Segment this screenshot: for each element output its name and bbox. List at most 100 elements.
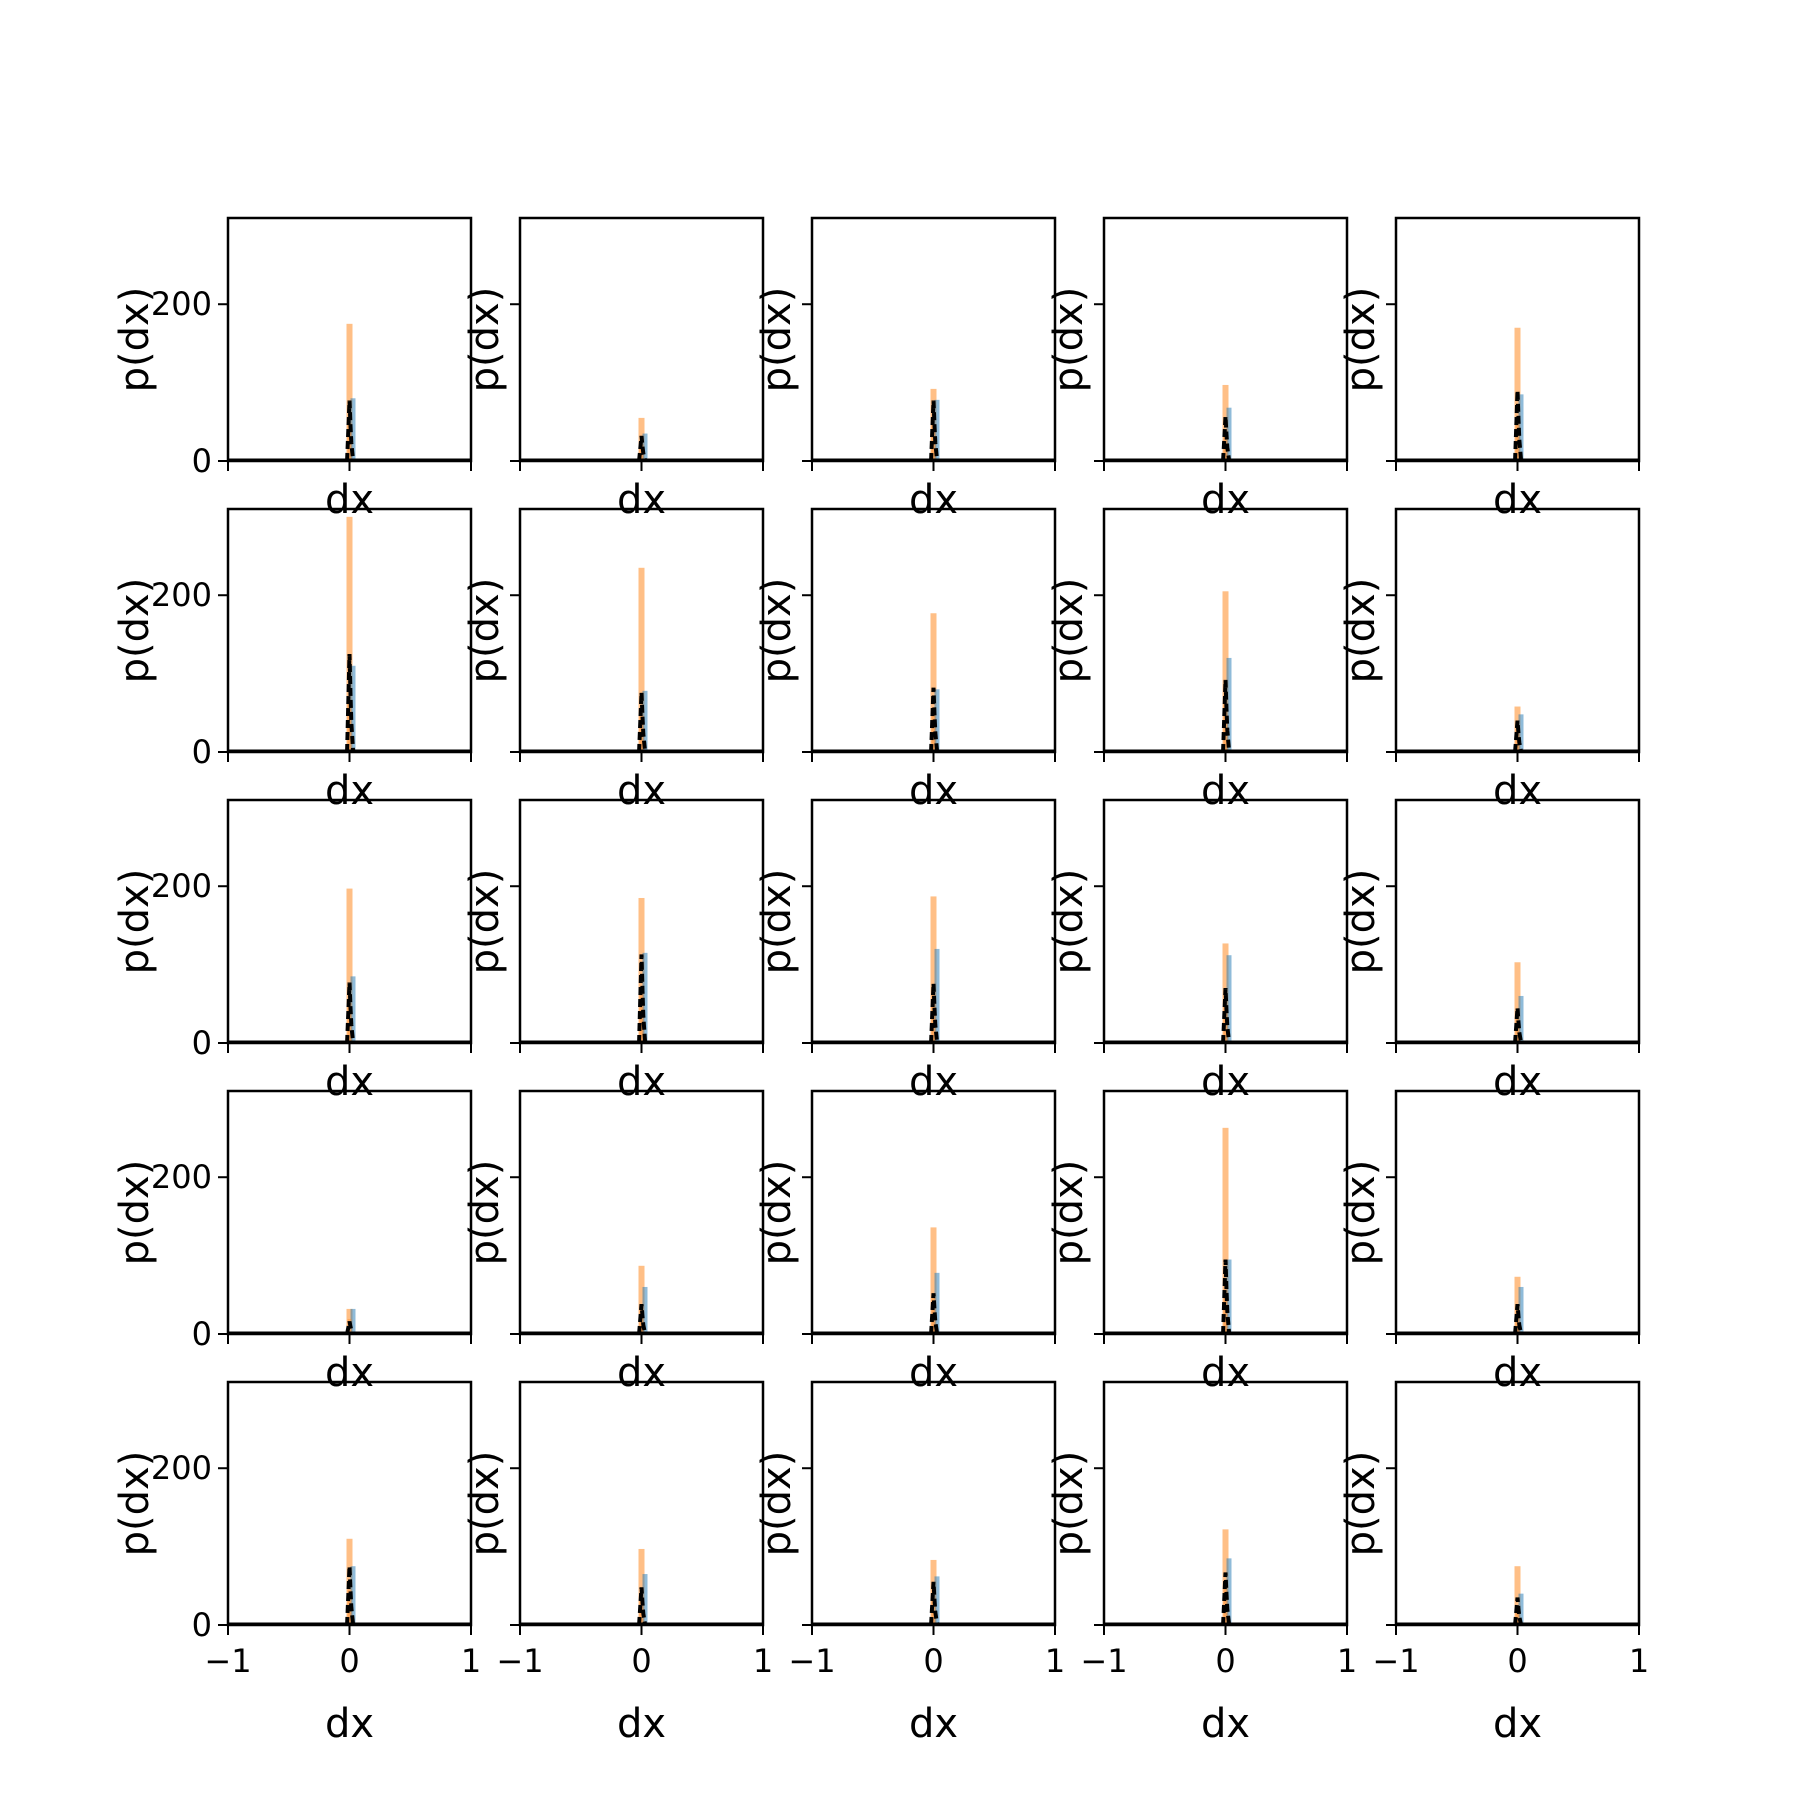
x-axis-label: dx <box>325 1059 374 1105</box>
y-tick-label: 200 <box>151 1158 212 1196</box>
x-axis-label: dx <box>1201 1350 1250 1396</box>
y-axis-label: p(dx) <box>754 578 800 684</box>
density-line <box>1513 1597 1524 1626</box>
x-axis-label: dx <box>1493 1350 1542 1396</box>
orange-bar <box>1514 962 1521 1043</box>
y-tick-label: 0 <box>192 1024 212 1062</box>
panel-r1-c5: dx p(dx) <box>1338 216 1641 523</box>
blue-bar <box>934 399 940 461</box>
blue-bar <box>934 1576 940 1625</box>
blue-bar <box>642 433 648 461</box>
density-line <box>1221 988 1232 1044</box>
blue-bar <box>934 948 940 1043</box>
x-axis-label: dx <box>1201 768 1250 814</box>
blue-bar <box>642 690 648 752</box>
orange-bar <box>638 1265 645 1334</box>
x-axis-label: dx <box>1493 1059 1542 1105</box>
density-line <box>1513 1007 1524 1044</box>
orange-bar <box>638 1548 645 1625</box>
density-line <box>929 687 940 753</box>
panel-r1-c3: dx p(dx) <box>754 216 1057 523</box>
panel-r3-c4: dx p(dx) <box>1046 798 1349 1105</box>
panel-r2-c2: dx p(dx) <box>462 507 765 814</box>
panel-r3-c5: dx p(dx) <box>1338 798 1641 1105</box>
orange-bar <box>638 567 645 752</box>
density-line <box>345 653 356 753</box>
y-axis-label: p(dx) <box>112 578 158 684</box>
y-axis-label: p(dx) <box>754 1160 800 1266</box>
density-line <box>929 983 940 1044</box>
y-axis-label: p(dx) <box>1338 287 1384 393</box>
x-tick-label: 1 <box>1045 1642 1065 1680</box>
x-axis-label: dx <box>617 768 666 814</box>
panel-r4-c1: 0 200 dx p(dx) <box>112 1089 473 1396</box>
y-tick-label: 200 <box>151 285 212 323</box>
blue-bar <box>1518 1286 1524 1334</box>
x-axis-label: dx <box>909 1701 958 1747</box>
y-axis-label: p(dx) <box>1338 869 1384 975</box>
x-axis-label: dx <box>325 768 374 814</box>
y-axis-label: p(dx) <box>1046 869 1092 975</box>
x-tick-label: 0 <box>339 1642 359 1680</box>
density-line <box>929 400 940 462</box>
orange-bar-inner <box>1515 1606 1520 1625</box>
x-axis-label: dx <box>1201 1059 1250 1105</box>
y-axis-label: p(dx) <box>1338 1451 1384 1557</box>
y-axis-label: p(dx) <box>1338 1160 1384 1266</box>
orange-bar <box>1222 591 1229 752</box>
density-line <box>345 1566 356 1626</box>
panel-r4-c5: dx p(dx) <box>1338 1089 1641 1396</box>
y-tick-label: 0 <box>192 1315 212 1353</box>
y-axis-label: p(dx) <box>1046 1451 1092 1557</box>
x-tick-label: 0 <box>631 1642 651 1680</box>
density-line <box>1221 679 1232 753</box>
density-line <box>929 1293 940 1335</box>
x-tick-label: 0 <box>1507 1642 1527 1680</box>
x-tick-label: 1 <box>753 1642 773 1680</box>
panel-r2-c5: dx p(dx) <box>1338 507 1641 814</box>
y-tick-label: 200 <box>151 1449 212 1487</box>
x-axis-label: dx <box>325 1701 374 1747</box>
blue-bar <box>642 952 648 1043</box>
y-axis-label: p(dx) <box>112 287 158 393</box>
density-line <box>1221 1572 1232 1626</box>
blue-bar <box>350 398 356 461</box>
blue-bar <box>350 665 356 752</box>
blue-bar <box>1518 714 1524 752</box>
x-axis-label: dx <box>1201 477 1250 523</box>
x-axis-label: dx <box>1493 1701 1542 1747</box>
x-axis-label: dx <box>617 1059 666 1105</box>
y-axis-label: p(dx) <box>112 1451 158 1557</box>
y-axis-label: p(dx) <box>754 869 800 975</box>
blue-bar <box>1518 1593 1524 1625</box>
panel-r1-c1: 0 200 dx p(dx) <box>112 216 473 523</box>
blue-bar <box>1518 394 1524 461</box>
y-axis-label: p(dx) <box>462 287 508 393</box>
blue-bar <box>642 1574 648 1625</box>
blue-bar <box>642 1286 648 1334</box>
orange-bar <box>1514 1566 1521 1625</box>
x-axis-label: dx <box>909 477 958 523</box>
blue-bar <box>1226 1558 1232 1625</box>
y-axis-label: p(dx) <box>1046 578 1092 684</box>
y-axis-label: p(dx) <box>462 1451 508 1557</box>
x-axis-label: dx <box>1493 477 1542 523</box>
blue-bar <box>1518 995 1524 1043</box>
orange-bar <box>1222 1529 1229 1625</box>
panel-r4-c4: dx p(dx) <box>1046 1089 1349 1396</box>
y-tick-label: 200 <box>151 867 212 905</box>
density-line <box>929 1581 940 1626</box>
panel-r1-c4: dx p(dx) <box>1046 216 1349 523</box>
density-line <box>345 400 356 462</box>
density-line <box>637 692 648 753</box>
x-axis-label: dx <box>325 477 374 523</box>
blue-bar <box>1226 1259 1232 1334</box>
blue-bar <box>934 689 940 752</box>
blue-bar <box>934 1272 940 1334</box>
density-line <box>345 1321 355 1335</box>
density-line <box>637 954 648 1044</box>
x-tick-label: −1 <box>204 1642 251 1680</box>
panel-r4-c2: dx p(dx) <box>462 1089 765 1396</box>
